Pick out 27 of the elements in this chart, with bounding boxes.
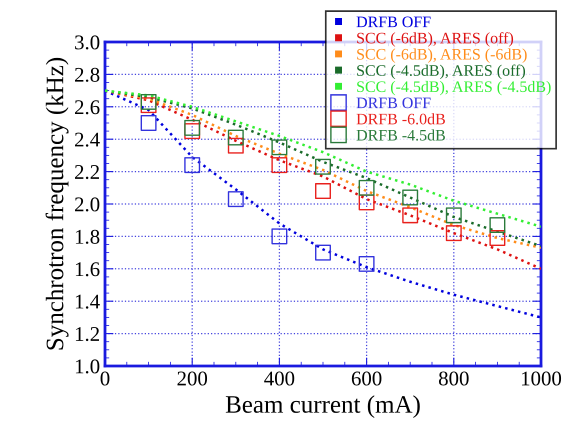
x-tick-label: 1000: [522, 371, 562, 386]
legend-label: DRFB -6.0dB: [356, 113, 445, 125]
legend-label: SCC (-6dB), ARES (-6dB): [357, 48, 527, 63]
y-tick-label: 2.8: [75, 68, 100, 82]
legend-label: DRFB OFF: [356, 98, 431, 108]
y-tick-label: 1.2: [76, 327, 99, 342]
y-tick-label: 1.8: [76, 230, 100, 244]
y-tick-label: 2.2: [75, 165, 99, 180]
x-tick-label: 600: [352, 371, 382, 386]
y-tick-label: 2.4: [75, 132, 100, 147]
y-tick-label: 2.0: [75, 197, 100, 212]
x-axis-title: Beam current (mA): [226, 395, 420, 418]
legend-label: SCC (-4.5dB), ARES (-4.5dB): [357, 80, 551, 96]
y-axis-title: Synchrotron frequency (kHz): [46, 58, 69, 350]
y-tick-label: 2.6: [75, 100, 100, 114]
text: SCC (-6dB), ARES (off): [357, 32, 514, 47]
legend-label: DRFB -4.5dB: [356, 129, 445, 141]
y-tick-label: 1.4: [76, 294, 100, 309]
x-tick-label: 0: [100, 371, 110, 386]
legend-label: SCC (-4.5dB), ARES (off): [357, 64, 526, 80]
y-tick-label: 1.0: [76, 359, 100, 374]
y-tick-label: 3.0: [75, 35, 100, 50]
x-tick-label: 800: [438, 371, 469, 386]
y-tick-label: 1.6: [76, 262, 100, 276]
x-tick-label: 400: [264, 371, 294, 386]
x-tick-label: 200: [177, 371, 208, 386]
legend-label: DRFB OFF: [356, 16, 431, 28]
